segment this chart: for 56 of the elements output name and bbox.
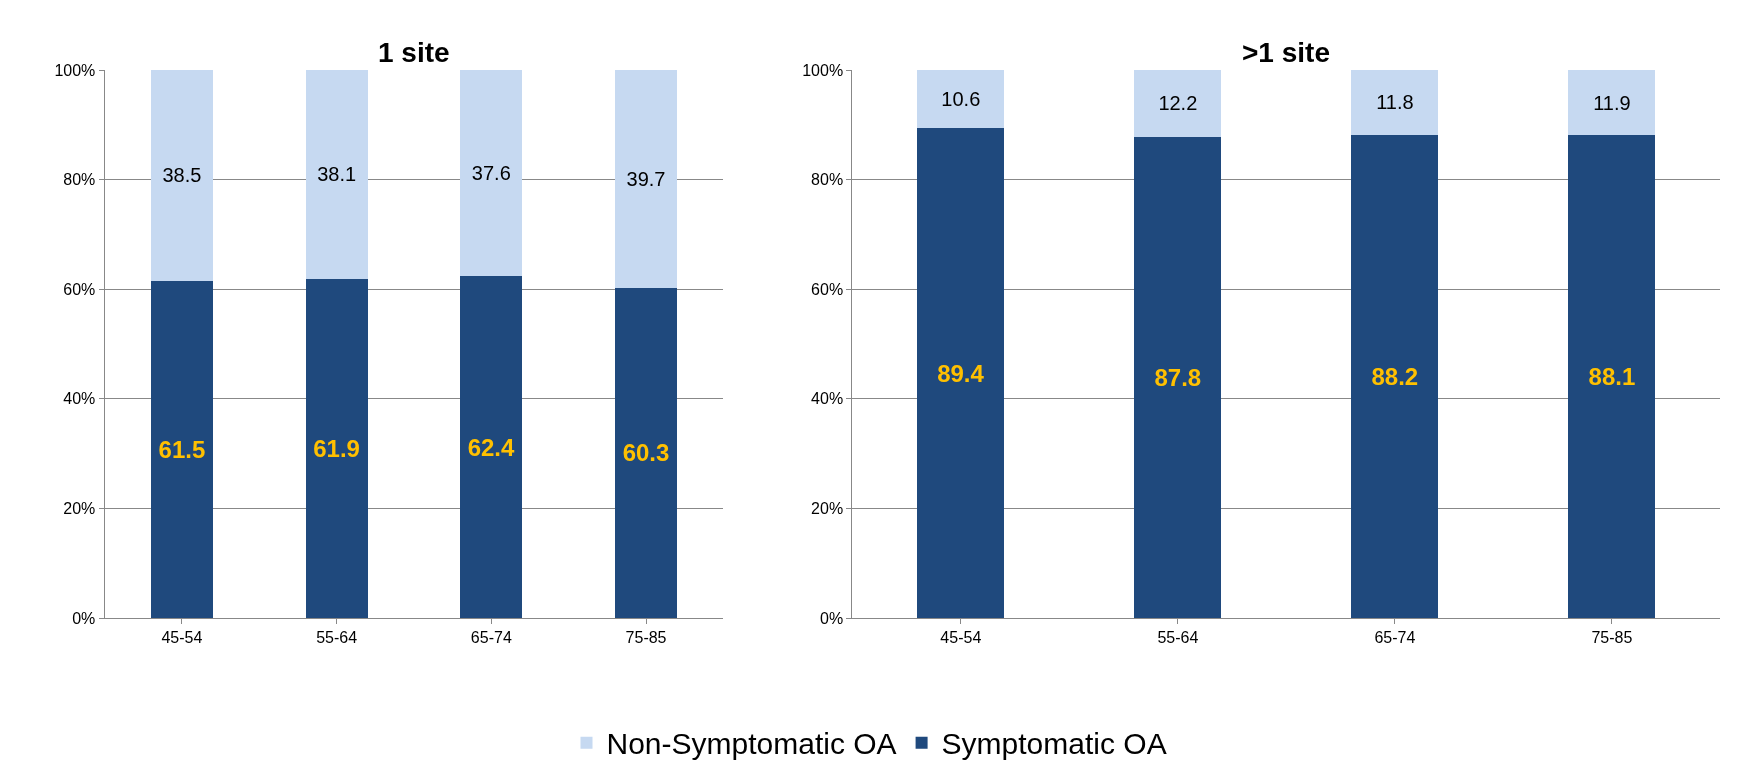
x-tick-label: 75-85	[1591, 629, 1633, 647]
bar	[460, 70, 523, 277]
data-label: 60.3	[622, 439, 670, 467]
y-tick-label: 40%	[811, 390, 844, 408]
y-tick-label: 60%	[63, 280, 96, 298]
x-tick-label: 45-54	[161, 629, 203, 647]
chart-title: 1 site	[378, 37, 450, 68]
bar	[917, 70, 1005, 129]
x-tick-label: 45-54	[940, 629, 982, 647]
legend-label: Non-Symptomatic OA	[606, 727, 897, 761]
data-label: 89.4	[937, 359, 985, 387]
y-tick-label: 80%	[811, 171, 844, 189]
data-label: 11.8	[1376, 91, 1414, 114]
y-tick-label: 80%	[63, 171, 96, 189]
bar	[1568, 70, 1656, 136]
data-label: 62.4	[467, 433, 515, 461]
bar	[917, 128, 1005, 618]
x-tick-label: 55-64	[316, 629, 358, 647]
bar	[305, 70, 368, 279]
data-label: 10.6	[941, 88, 981, 111]
data-label: 61.5	[158, 435, 206, 463]
data-label: 88.1	[1588, 363, 1636, 391]
y-tick-label: 100%	[802, 61, 844, 79]
y-tick-label: 100%	[54, 61, 96, 79]
data-label: 38.1	[317, 163, 357, 186]
data-label: 11.9	[1593, 91, 1631, 114]
data-label: 87.8	[1154, 363, 1202, 391]
bar	[150, 70, 213, 281]
x-tick-label: 55-64	[1157, 629, 1199, 647]
y-tick-label: 20%	[63, 500, 96, 517]
bar	[615, 70, 677, 288]
y-tick-label: 0%	[819, 609, 844, 627]
x-tick-label: 75-85	[625, 629, 667, 647]
x-tick-label: 65-74	[1374, 629, 1416, 647]
data-label: 39.7	[626, 167, 666, 190]
data-label: 37.6	[471, 162, 511, 185]
y-tick-label: 20%	[811, 500, 844, 517]
data-label: 61.9	[313, 434, 360, 462]
data-label: 38.5	[162, 164, 202, 187]
bar	[1134, 136, 1222, 618]
y-tick-label: 40%	[63, 390, 96, 408]
bar	[1351, 134, 1439, 618]
data-label: 88.2	[1371, 362, 1419, 390]
bar	[1351, 70, 1439, 135]
y-tick-label: 60%	[811, 280, 844, 298]
chart-title: >1 site	[1242, 37, 1330, 68]
bar	[460, 276, 523, 618]
bar	[615, 287, 677, 618]
bar	[305, 278, 368, 618]
data-label: 12.2	[1158, 92, 1198, 115]
y-tick-label: 0%	[72, 609, 96, 627]
bar	[1568, 135, 1656, 618]
bar	[150, 280, 213, 618]
legend-label: Symptomatic OA	[941, 727, 1167, 761]
x-tick-label: 65-74	[470, 629, 512, 647]
bar	[1134, 70, 1222, 137]
